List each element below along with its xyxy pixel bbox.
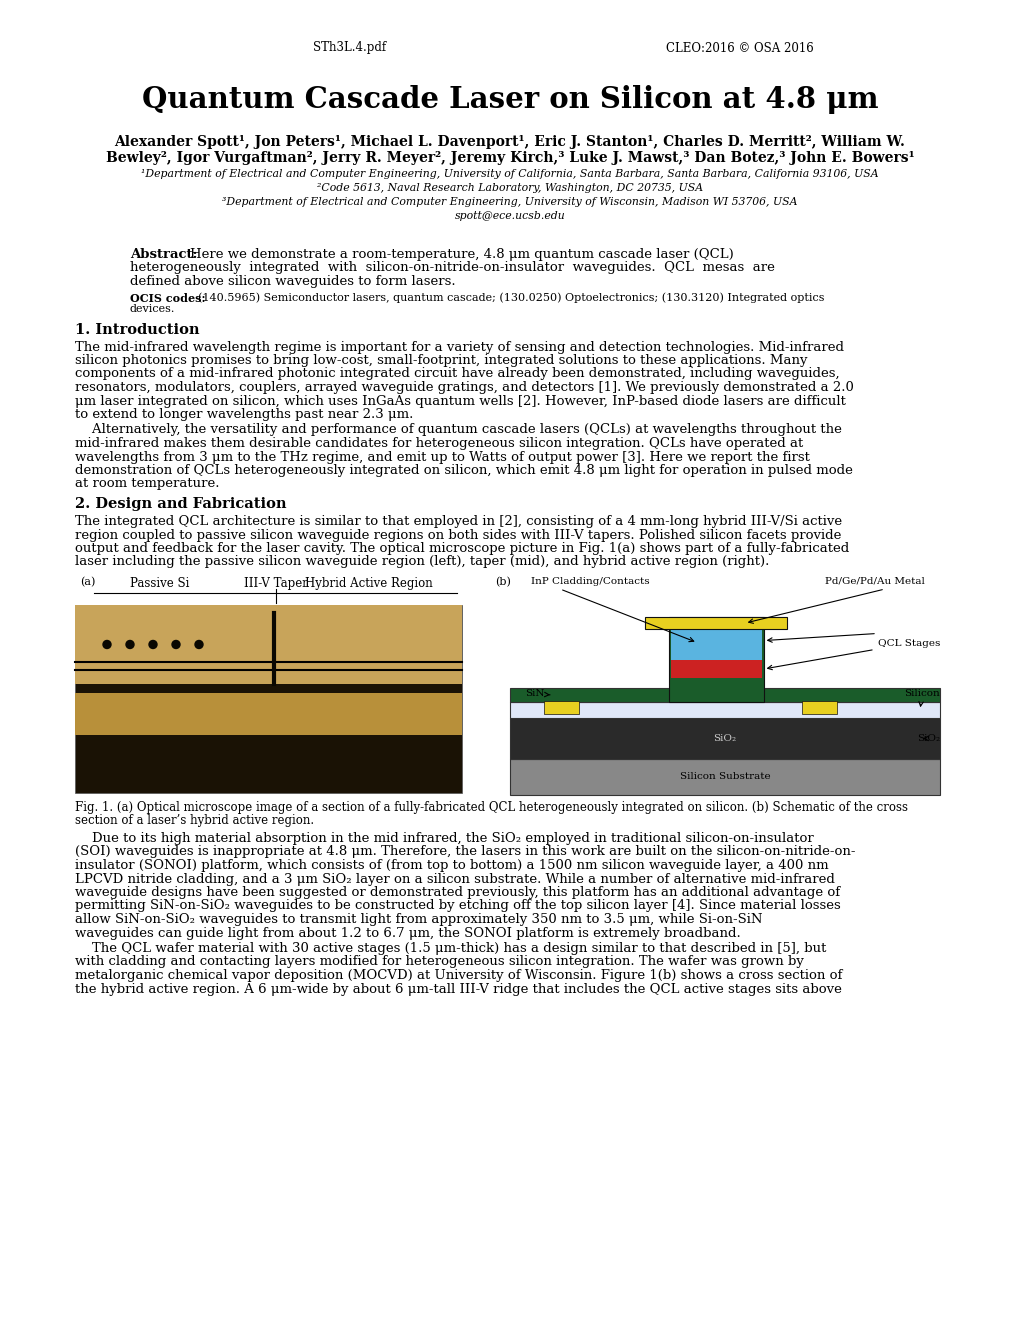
Text: Bewley², Igor Vurgaftman², Jerry R. Meyer², Jeremy Kirch,³ Luke J. Mawst,³ Dan B: Bewley², Igor Vurgaftman², Jerry R. Meye… (106, 150, 913, 165)
Text: insulator (SONOI) platform, which consists of (from top to bottom) a 1500 nm sil: insulator (SONOI) platform, which consis… (75, 859, 827, 873)
Text: III-V Taper: III-V Taper (245, 577, 308, 590)
Text: devices.: devices. (129, 305, 175, 314)
Text: (a): (a) (79, 577, 96, 587)
Bar (645, 618, 787, 630)
Text: the hybrid active region. A 6 μm-wide by about 6 μm-tall III-V ridge that includ: the hybrid active region. A 6 μm-wide by… (75, 982, 841, 995)
Circle shape (126, 640, 133, 648)
Text: defined above silicon waveguides to form lasers.: defined above silicon waveguides to form… (129, 275, 455, 288)
Text: Passive Si: Passive Si (130, 577, 190, 590)
Text: to extend to longer wavelengths past near 2.3 μm.: to extend to longer wavelengths past nea… (75, 408, 413, 421)
Text: silicon photonics promises to bring low-cost, small-footprint, integrated soluti: silicon photonics promises to bring low-… (75, 354, 807, 367)
Text: components of a mid-infrared photonic integrated circuit have already been demon: components of a mid-infrared photonic in… (75, 367, 839, 380)
Text: The QCL wafer material with 30 active stages (1.5 μm-thick) has a design similar: The QCL wafer material with 30 active st… (75, 942, 825, 954)
Text: ²Code 5613, Naval Research Laboratory, Washington, DC 20735, USA: ²Code 5613, Naval Research Laboratory, W… (317, 183, 702, 193)
Text: region coupled to passive silicon waveguide regions on both sides with III-V tap: region coupled to passive silicon wavegu… (75, 528, 841, 541)
Text: allow SiN-on-SiO₂ waveguides to transmit light from approximately 350 nm to 3.5 : allow SiN-on-SiO₂ waveguides to transmit… (75, 913, 762, 927)
Text: demonstration of QCLs heterogeneously integrated on silicon, which emit 4.8 μm l: demonstration of QCLs heterogeneously in… (75, 465, 852, 477)
Text: 1. Introduction: 1. Introduction (75, 322, 200, 337)
Text: SiN: SiN (525, 689, 549, 698)
Text: Due to its high material absorption in the mid infrared, the SiO₂ employed in tr: Due to its high material absorption in t… (75, 832, 813, 845)
Text: μm laser integrated on silicon, which uses InGaAs quantum wells [2]. However, In: μm laser integrated on silicon, which us… (75, 395, 845, 408)
Text: Pd/Ge/Pd/Au Metal: Pd/Ge/Pd/Au Metal (824, 577, 924, 586)
Text: permitting SiN-on-SiO₂ waveguides to be constructed by etching off the top silic: permitting SiN-on-SiO₂ waveguides to be … (75, 899, 840, 912)
Bar (802, 701, 836, 714)
Text: Abstract:: Abstract: (129, 248, 198, 261)
Text: waveguide designs have been suggested or demonstrated previously, this platform : waveguide designs have been suggested or… (75, 886, 840, 899)
Bar (510, 718, 940, 759)
Text: SiO₂: SiO₂ (712, 734, 736, 743)
Bar (668, 618, 763, 702)
Text: InP Cladding/Contacts: InP Cladding/Contacts (530, 577, 649, 586)
Text: ¹Department of Electrical and Computer Engineering, University of California, Sa: ¹Department of Electrical and Computer E… (141, 169, 878, 180)
Text: laser including the passive silicon waveguide region (left), taper (mid), and hy: laser including the passive silicon wave… (75, 556, 768, 569)
Bar (75, 693, 462, 735)
Bar (544, 701, 578, 714)
Circle shape (172, 640, 179, 648)
Text: waveguides can guide light from about 1.2 to 6.7 μm, the SONOI platform is extre: waveguides can guide light from about 1.… (75, 927, 740, 940)
Text: spott@ece.ucsb.edu: spott@ece.ucsb.edu (454, 211, 565, 220)
Text: ³Department of Electrical and Computer Engineering, University of Wisconsin, Mad: ³Department of Electrical and Computer E… (222, 197, 797, 207)
Text: Silicon: Silicon (904, 689, 940, 706)
Text: (b): (b) (494, 577, 511, 587)
Text: output and feedback for the laser cavity. The optical microscope picture in Fig.: output and feedback for the laser cavity… (75, 543, 849, 554)
Text: mid-infrared makes them desirable candidates for heterogeneous silicon integrati: mid-infrared makes them desirable candid… (75, 437, 803, 450)
Text: Quantum Cascade Laser on Silicon at 4.8 μm: Quantum Cascade Laser on Silicon at 4.8 … (142, 86, 877, 115)
Text: Here we demonstrate a room-temperature, 4.8 μm quantum cascade laser (QCL): Here we demonstrate a room-temperature, … (190, 248, 733, 261)
Text: resonators, modulators, couplers, arrayed waveguide gratings, and detectors [1].: resonators, modulators, couplers, arraye… (75, 381, 853, 393)
Text: STh3L.4.pdf: STh3L.4.pdf (313, 41, 386, 54)
Text: 2. Design and Fabrication: 2. Design and Fabrication (75, 498, 286, 511)
Text: CLEO:2016 © OSA 2016: CLEO:2016 © OSA 2016 (665, 41, 813, 54)
Bar (75, 605, 462, 793)
Bar (671, 660, 761, 678)
Text: (SOI) waveguides is inappropriate at 4.8 μm. Therefore, the lasers in this work : (SOI) waveguides is inappropriate at 4.8… (75, 846, 855, 858)
Text: Hybrid Active Region: Hybrid Active Region (305, 577, 433, 590)
Text: section of a laser’s hybrid active region.: section of a laser’s hybrid active regio… (75, 814, 314, 828)
Text: The mid-infrared wavelength regime is important for a variety of sensing and det: The mid-infrared wavelength regime is im… (75, 341, 843, 354)
Bar (75, 605, 462, 684)
Text: LPCVD nitride cladding, and a 3 μm SiO₂ layer on a silicon substrate. While a nu: LPCVD nitride cladding, and a 3 μm SiO₂ … (75, 873, 835, 886)
Bar (510, 688, 940, 702)
Text: Silicon Substrate: Silicon Substrate (679, 772, 769, 781)
Bar (510, 702, 940, 718)
Bar (671, 622, 761, 660)
Text: wavelengths from 3 μm to the THz regime, and emit up to Watts of output power [3: wavelengths from 3 μm to the THz regime,… (75, 450, 809, 463)
Text: Fig. 1. (a) Optical microscope image of a section of a fully-fabricated QCL hete: Fig. 1. (a) Optical microscope image of … (75, 801, 907, 814)
Circle shape (195, 640, 203, 648)
Text: The integrated QCL architecture is similar to that employed in [2], consisting o: The integrated QCL architecture is simil… (75, 515, 842, 528)
Text: metalorganic chemical vapor deposition (MOCVD) at University of Wisconsin. Figur: metalorganic chemical vapor deposition (… (75, 969, 842, 982)
Text: heterogeneously  integrated  with  silicon-on-nitride-on-insulator  waveguides. : heterogeneously integrated with silicon-… (129, 261, 774, 275)
Text: at room temperature.: at room temperature. (75, 478, 219, 491)
Text: SiO₂: SiO₂ (916, 734, 940, 743)
Text: Alternatively, the versatility and performance of quantum cascade lasers (QCLs) : Alternatively, the versatility and perfo… (75, 424, 841, 437)
Text: with cladding and contacting layers modified for heterogeneous silicon integrati: with cladding and contacting layers modi… (75, 956, 803, 969)
Circle shape (149, 640, 157, 648)
Text: OCIS codes:: OCIS codes: (129, 293, 205, 304)
Text: QCL Stages: QCL Stages (767, 639, 940, 669)
Bar (510, 759, 940, 795)
Circle shape (103, 640, 111, 648)
Text: Alexander Spott¹, Jon Peters¹, Michael L. Davenport¹, Eric J. Stanton¹, Charles : Alexander Spott¹, Jon Peters¹, Michael L… (114, 135, 905, 149)
Text: (140.5965) Semiconductor lasers, quantum cascade; (130.0250) Optoelectronics; (1: (140.5965) Semiconductor lasers, quantum… (198, 293, 823, 304)
